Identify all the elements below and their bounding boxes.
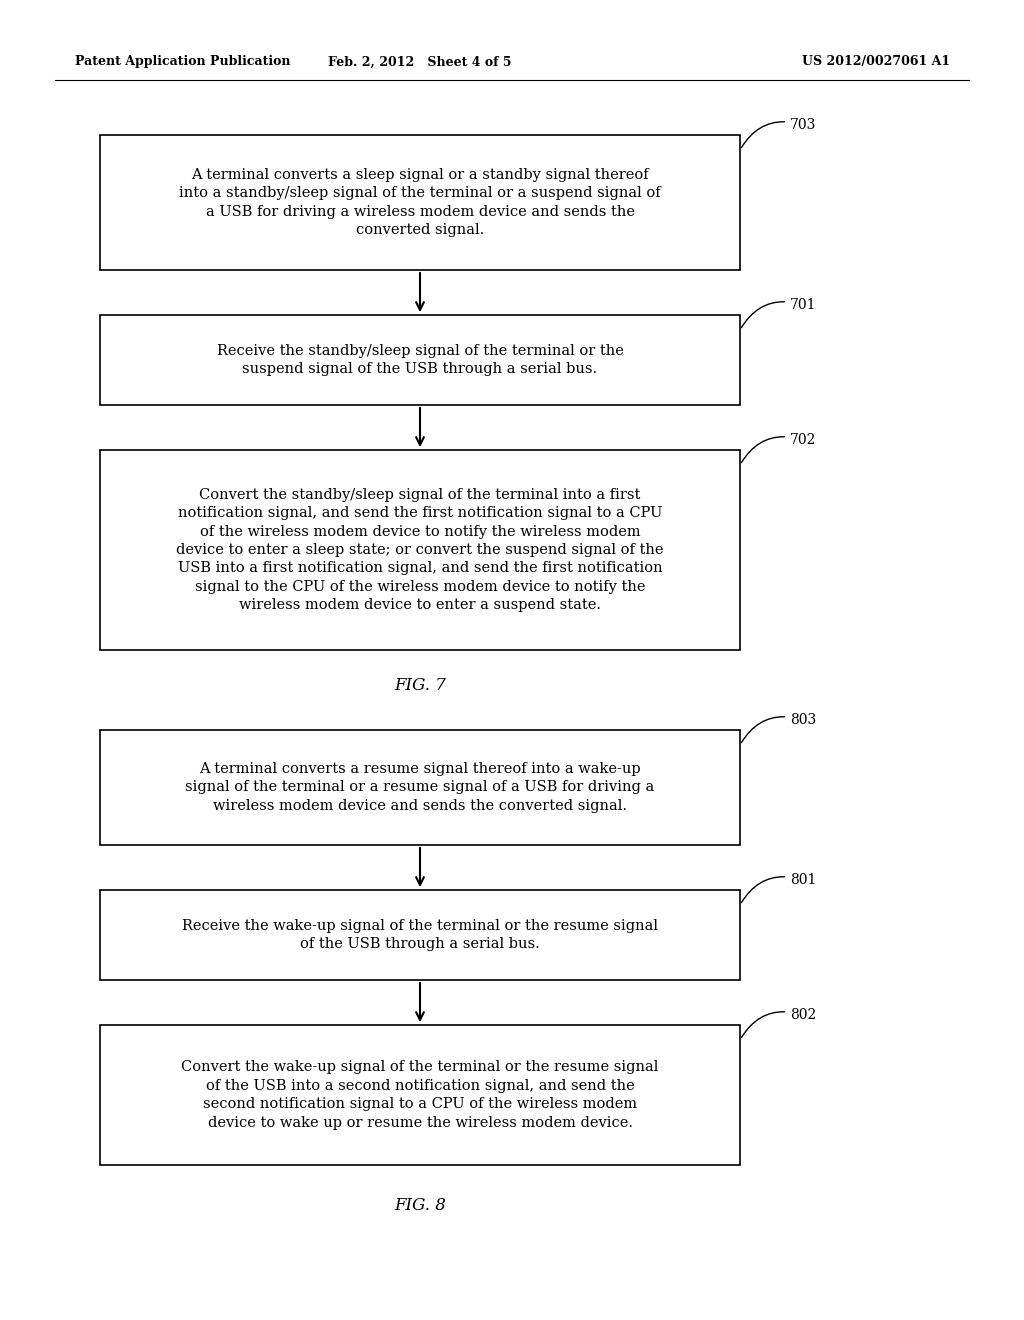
Text: Feb. 2, 2012   Sheet 4 of 5: Feb. 2, 2012 Sheet 4 of 5 (329, 55, 512, 69)
Text: Receive the wake-up signal of the terminal or the resume signal
of the USB throu: Receive the wake-up signal of the termin… (182, 919, 658, 952)
Bar (100, 450, 740, 649)
Text: 803: 803 (741, 713, 816, 743)
Text: FIG. 8: FIG. 8 (394, 1196, 445, 1213)
Text: 703: 703 (741, 117, 816, 148)
Bar (100, 1026, 740, 1166)
Text: 702: 702 (741, 433, 816, 462)
Bar (100, 135, 740, 271)
Text: Convert the wake-up signal of the terminal or the resume signal
of the USB into : Convert the wake-up signal of the termin… (181, 1060, 658, 1130)
Text: FIG. 7: FIG. 7 (394, 676, 445, 693)
Text: A terminal converts a resume signal thereof into a wake-up
signal of the termina: A terminal converts a resume signal ther… (185, 762, 654, 813)
Text: 701: 701 (741, 298, 816, 327)
Bar (100, 730, 740, 845)
Bar (100, 890, 740, 979)
Text: 801: 801 (741, 873, 816, 903)
Text: Convert the standby/sleep signal of the terminal into a first
notification signa: Convert the standby/sleep signal of the … (176, 488, 664, 612)
Bar (100, 315, 740, 405)
Text: 802: 802 (741, 1008, 816, 1038)
Text: Receive the standby/sleep signal of the terminal or the
suspend signal of the US: Receive the standby/sleep signal of the … (216, 343, 624, 376)
Text: Patent Application Publication: Patent Application Publication (75, 55, 291, 69)
Text: US 2012/0027061 A1: US 2012/0027061 A1 (802, 55, 950, 69)
Text: A terminal converts a sleep signal or a standby signal thereof
into a standby/sl: A terminal converts a sleep signal or a … (179, 168, 660, 238)
